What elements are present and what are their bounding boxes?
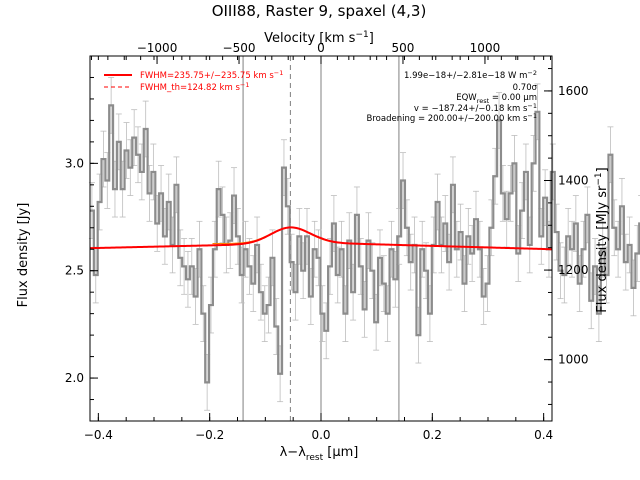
annotation-eqw: EQWrest = 0.00 μm — [456, 93, 537, 105]
legend-label-fwhm-th: FWHM_th=124.82 km s−1 — [140, 81, 249, 93]
top-tick-label: −500 — [223, 41, 256, 55]
y-axis-ticks: 2.0 2.5 3.0 — [65, 76, 98, 401]
right-tick-label: 1600 — [558, 84, 589, 98]
right-tick-label: 1400 — [558, 174, 589, 188]
right-tick-label: 1200 — [558, 263, 589, 277]
x-tick-label: 0.2 — [423, 428, 442, 442]
x-tick-label: −0.2 — [195, 428, 224, 442]
top-tick-label: 500 — [392, 41, 415, 55]
x-axis-label: λ−λrest [μm] — [280, 445, 359, 463]
fit-line — [89, 226, 553, 251]
y-tick-label: 2.5 — [65, 264, 84, 278]
annotation-significance: 0.70σ — [513, 83, 538, 93]
x-tick-label: 0.4 — [534, 428, 553, 442]
error-bars — [88, 77, 640, 411]
top-axis-ticks: −1000 −500 0 500 1000 — [90, 41, 552, 64]
annotation-velocity: v = −187.24+/−0.18 km s−1 — [414, 102, 537, 114]
x-tick-label: 0.0 — [311, 428, 330, 442]
top-tick-label: −1000 — [137, 41, 178, 55]
right-axis-ticks: 1000 1200 1400 1600 — [544, 68, 589, 405]
x-axis-ticks: −0.4 −0.2 0.0 0.2 0.4 — [84, 56, 553, 442]
annotation-line-flux: 1.99e−18+/−2.81e−18 W m−2 — [404, 69, 537, 81]
y-tick-label: 3.0 — [65, 156, 84, 170]
top-tick-label: 0 — [317, 41, 325, 55]
y-axis-label: Flux density [Jy] — [16, 203, 31, 308]
legend: FWHM=235.75+/−235.75 km s−1 FWHM_th=124.… — [104, 69, 283, 93]
top-axis-label: Velocity [km s−1] — [264, 30, 374, 46]
legend-label-fwhm: FWHM=235.75+/−235.75 km s−1 — [140, 69, 283, 81]
right-axis-label: Flux density [MJy sr−1] — [594, 167, 610, 312]
chart-title: OIII88, Raster 9, spaxel (4,3) — [212, 2, 427, 20]
fit-annotations: 1.99e−18+/−2.81e−18 W m−2 0.70σ EQWrest … — [367, 69, 538, 124]
spectrum-line — [90, 104, 640, 384]
y-tick-label: 2.0 — [65, 371, 84, 385]
top-tick-label: 1000 — [470, 41, 501, 55]
x-tick-label: −0.4 — [84, 428, 113, 442]
right-tick-label: 1000 — [558, 353, 589, 367]
annotation-broadening: Broadening = 200.00+/−200.00 km s−1 — [367, 112, 537, 124]
